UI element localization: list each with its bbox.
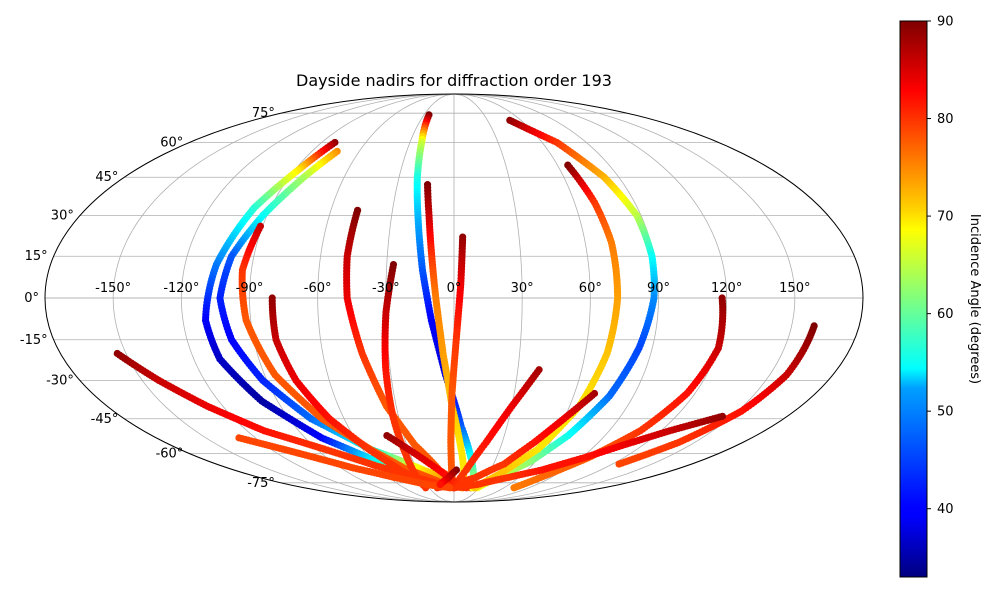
colorbar-tick-label: 60: [937, 307, 954, 322]
colorbar-ticks: 40 50 60 70 80 90: [927, 15, 954, 517]
lat-tick-label: 15°: [25, 249, 48, 264]
colorbar-tick-label: 70: [937, 210, 954, 225]
colorbar-gradient: [899, 20, 928, 578]
colorbar: 40 50 60 70 80 90 Incidence Angle (degrees): [899, 15, 982, 578]
lat-tick-label: 60°: [160, 135, 183, 150]
data-point: [462, 484, 471, 492]
lon-tick-label: -60°: [304, 281, 332, 296]
lat-tick-label: -30°: [46, 373, 74, 388]
lat-tick-labels: 75° 60° 45° 30° 15° 0° -15° -30° -45° -60° -75°: [20, 106, 275, 491]
colorbar-tick-label: 80: [937, 112, 954, 127]
lon-tick-label: -30°: [372, 281, 400, 296]
data-points: [113, 111, 818, 492]
colorbar-tick-label: 90: [937, 15, 954, 30]
chart-title: Dayside nadirs for diffraction order 193: [296, 71, 612, 90]
colorbar-tick-label: 40: [937, 502, 954, 517]
lon-tick-label: 0°: [447, 281, 462, 296]
lon-tick-label: -150°: [95, 281, 131, 296]
lon-tick-label: -120°: [163, 281, 199, 296]
lat-tick-label: -15°: [20, 333, 48, 348]
colorbar-tick-label: 50: [937, 405, 954, 420]
data-point: [436, 480, 444, 489]
colorbar-label: Incidence Angle (degrees): [967, 214, 982, 384]
lon-tick-labels: -150° -120° -90° -60° -30° 0° 30° 60° 90° 120° 150…: [95, 281, 810, 296]
lat-tick-label: 0°: [24, 291, 39, 306]
lon-tick-label: 60°: [579, 281, 602, 296]
lat-tick-label: 45°: [95, 170, 118, 185]
lat-tick-label: 75°: [252, 106, 275, 121]
lat-tick-label: -60°: [156, 447, 184, 462]
lon-tick-label: 150°: [779, 281, 810, 296]
data-point: [615, 460, 623, 468]
lon-tick-label: 30°: [511, 281, 534, 296]
data-point: [446, 484, 454, 492]
lat-tick-label: -75°: [247, 476, 275, 491]
lon-tick-label: -90°: [236, 281, 264, 296]
lat-tick-label: -45°: [91, 412, 119, 427]
lon-tick-label: 90°: [647, 281, 670, 296]
data-point: [454, 482, 462, 490]
data-point: [510, 484, 518, 492]
map-outline: [44, 93, 864, 503]
lon-tick-label: 120°: [711, 281, 742, 296]
lat-tick-label: 30°: [51, 209, 74, 224]
